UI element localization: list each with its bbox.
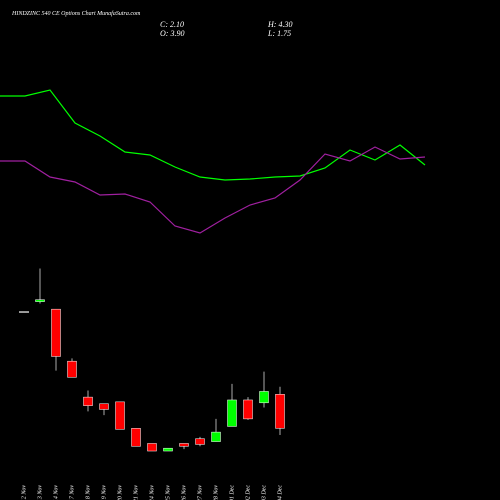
x-tick-label: 28 Nov — [213, 485, 219, 500]
high-label: H: 4.30 — [267, 20, 292, 29]
candle-body — [147, 443, 157, 452]
x-tick-label: 18 Nov — [85, 485, 91, 500]
x-tick-label: 24 Nov — [148, 485, 155, 500]
x-tick-label: 02 Dec — [245, 485, 251, 500]
x-tick-label: 19 Nov — [101, 485, 107, 500]
x-tick-label: 03 Dec — [261, 485, 267, 500]
candle-body — [35, 299, 45, 302]
x-tick-label: 21 Nov — [133, 485, 139, 500]
x-tick-label: 13 Nov — [37, 485, 43, 500]
chart-title: HINDZINC 540 CE Options Chart MunafaSutr… — [11, 10, 141, 17]
candle-body — [195, 438, 205, 445]
candle-body — [243, 399, 253, 420]
candle-body — [211, 431, 221, 442]
candle-body — [163, 447, 173, 452]
low-label: L: 1.75 — [267, 29, 291, 38]
candle-body — [259, 391, 269, 404]
x-tick-label: 04 Dec — [276, 485, 283, 500]
candle-body — [275, 394, 285, 429]
x-tick-label: 25 Nov — [165, 485, 171, 500]
moving-average-line — [0, 89, 426, 181]
candle-body — [67, 360, 77, 378]
candle-body — [227, 399, 237, 427]
close-label: C: 2.10 — [160, 20, 184, 29]
candle-body — [179, 443, 189, 447]
candle-body — [115, 401, 125, 430]
x-tick-label: 27 Nov — [197, 485, 203, 500]
x-tick-label: 20 Nov — [117, 485, 123, 500]
open-label: O: 3.90 — [160, 29, 184, 38]
candle-body — [99, 403, 109, 410]
candle-body — [131, 428, 141, 447]
x-tick-label: 01 Dec — [229, 485, 235, 500]
candle-body — [51, 308, 61, 357]
x-tick-label: 14 Nov — [52, 485, 59, 500]
candle-body — [83, 396, 93, 406]
x-tick-label: 12 Nov — [21, 485, 27, 500]
x-tick-label: 26 Nov — [181, 485, 187, 500]
moving-average-line — [0, 146, 426, 234]
x-tick-label: 17 Nov — [69, 485, 75, 500]
